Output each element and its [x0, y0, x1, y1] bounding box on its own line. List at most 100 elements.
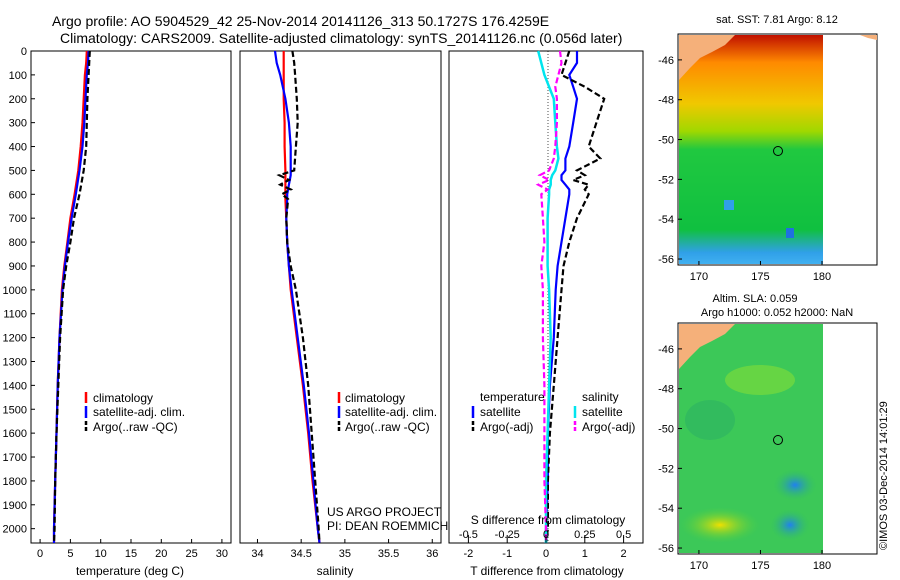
diff-top-xtick-label: -0.5 [459, 529, 478, 541]
sla-feature-b [685, 400, 735, 440]
sla-xtick-label: 170 [690, 560, 708, 572]
sla-ytick-label: -50 [658, 424, 674, 436]
temp-legend-clim: climatology [93, 391, 153, 405]
project-annotation-line2: PI: DEAN ROEMMICH [327, 519, 448, 533]
sal-series-satellite-adj-clim [273, 50, 321, 544]
sst-land-mass-east [860, 35, 877, 40]
sla-feature-a [725, 365, 795, 395]
diff-legend-sal-argo: Argo(-adj) [582, 420, 635, 434]
temp-xtick-label: 25 [185, 548, 197, 560]
sla-map-title1: Altim. SLA: 0.059 [713, 293, 798, 305]
sla-ytick-label: -48 [658, 384, 674, 396]
temp-legend-sat: satellite-adj. clim. [93, 405, 185, 419]
sla-map-title2: Argo h1000: 0.052 h2000: NaN [701, 307, 853, 319]
depth-ytick-label: 1400 [3, 380, 27, 392]
sal-series-argo-raw-qc [276, 50, 321, 544]
temp-xtick-label: 5 [67, 548, 73, 560]
sla-ytick-label: -52 [658, 463, 674, 475]
diff-xtick-label: -2 [464, 548, 474, 560]
sst-land-mass [679, 35, 735, 80]
depth-ytick-label: 1500 [3, 404, 27, 416]
sal-xtick-label: 34.5 [290, 548, 311, 560]
depth-ytick-label: 1700 [3, 452, 27, 464]
sst-ytick-label: -50 [658, 135, 674, 147]
temp-series-satellite-adj-clim [52, 50, 90, 543]
depth-ytick-label: 1100 [3, 309, 27, 321]
copyright-text: ©IMOS 03-Dec-2014 14:01:29 [878, 401, 889, 550]
sst-cold-patch-2 [786, 228, 794, 238]
diff-xtick-label: 2 [621, 548, 627, 560]
diff-top-xtick-label: 0.25 [574, 529, 595, 541]
sst-field [679, 35, 823, 264]
difference-panel: -2 -1 0 1 2 -0.5 -0.25 0 0.25 0.5 T difference f… [448, 50, 644, 578]
difference-xlabel-salinity: S difference from climatology [471, 513, 626, 527]
sal-xtick-label: 36 [426, 548, 438, 560]
depth-ytick-label: 300 [9, 118, 27, 130]
depth-ytick-label: 800 [9, 237, 27, 249]
depth-ytick-label: 600 [9, 189, 27, 201]
sla-map: Altim. SLA: 0.059 Argo h1000: 0.052 h200… [658, 293, 878, 572]
temp-xtick-label: 30 [216, 548, 228, 560]
depth-ytick-label: 200 [9, 94, 27, 106]
sst-xtick-label: 180 [813, 271, 831, 283]
sst-map-title: sat. SST: 7.81 Argo: 8.12 [716, 14, 838, 26]
sst-xtick-label: 170 [690, 271, 708, 283]
sal-legend-clim: climatology [345, 391, 405, 405]
sla-xtick-label: 175 [751, 560, 769, 572]
difference-xlabel: T difference from climatology [470, 564, 624, 578]
project-annotation-line1: US ARGO PROJECT [327, 505, 442, 519]
diff-legend-temp-title: temperature [480, 390, 545, 404]
sla-ytick-label: -46 [658, 344, 674, 356]
sst-ytick-label: -46 [658, 55, 674, 67]
diff-series-salinity-satellite [536, 50, 560, 543]
depth-ytick-label: 100 [9, 70, 27, 82]
diff-legend-temp-argo: Argo(-adj) [480, 420, 533, 434]
depth-ytick-label: 1200 [3, 333, 27, 345]
temp-series-argo-raw-qc [52, 50, 91, 544]
diff-series-salinity-argo-adj [535, 50, 563, 543]
sla-feature-c [680, 507, 760, 543]
salinity-xlabel: salinity [317, 564, 354, 578]
temp-xtick-label: 0 [37, 548, 43, 560]
sst-float-marker [773, 146, 783, 156]
depth-ytick-label: 900 [9, 261, 27, 273]
depth-ytick-label: 1600 [3, 428, 27, 440]
diff-top-xtick-label: 0.5 [616, 529, 631, 541]
depth-ytick-label: 1000 [3, 285, 27, 297]
sst-ytick-label: -54 [658, 214, 674, 226]
diff-legend-sal-title: salinity [582, 390, 619, 404]
diff-xtick-label: 0 [543, 548, 549, 560]
sst-map: sat. SST: 7.81 Argo: 8.12 170 175 180 -46 -… [658, 14, 878, 283]
diff-xtick-label: 1 [582, 548, 588, 560]
temperature-legend: climatology satellite-adj. clim. Argo(..… [84, 391, 185, 434]
sst-ytick-label: -56 [658, 254, 674, 266]
sst-ytick-label: -52 [658, 174, 674, 186]
sal-xtick-label: 34 [251, 548, 263, 560]
salinity-legend: climatology satellite-adj. clim. Argo(..… [337, 391, 437, 434]
sst-ytick-label: -48 [658, 95, 674, 107]
diff-legend-sal-sat: satellite [582, 405, 623, 419]
sal-legend-sat: satellite-adj. clim. [345, 405, 437, 419]
sal-legend-argo: Argo(..raw -QC) [345, 420, 430, 434]
depth-ytick-label: 2000 [3, 524, 27, 536]
sla-ytick-label: -54 [658, 503, 674, 515]
difference-legend: temperature satellite Argo(-adj) salinit… [471, 390, 635, 434]
header-line2: Climatology: CARS2009. Satellite-adjuste… [60, 30, 622, 46]
header-line1: Argo profile: AO 5904529_42 25-Nov-2014 … [52, 13, 549, 29]
sla-feature-e [770, 509, 810, 541]
temp-legend-argo: Argo(..raw -QC) [93, 420, 178, 434]
sla-xtick-label: 180 [813, 560, 831, 572]
sal-xtick-label: 35 [339, 548, 351, 560]
depth-ytick-label: 500 [9, 165, 27, 177]
sst-xtick-label: 175 [751, 271, 769, 283]
copyright-stamp-svg: ©IMOS 03-Dec-2014 14:01:29 [878, 401, 890, 550]
depth-ytick-label: 700 [9, 213, 27, 225]
salinity-axes-frame [239, 50, 442, 544]
temp-xtick-label: 20 [155, 548, 167, 560]
temp-xtick-label: 10 [95, 548, 107, 560]
sla-land-mass [679, 324, 735, 369]
salinity-panel: 34 34.5 35 35.5 36 salinity climatology sate… [239, 50, 448, 578]
sla-ytick-label: -56 [658, 543, 674, 555]
diff-top-xtick-label: 0 [543, 529, 549, 541]
